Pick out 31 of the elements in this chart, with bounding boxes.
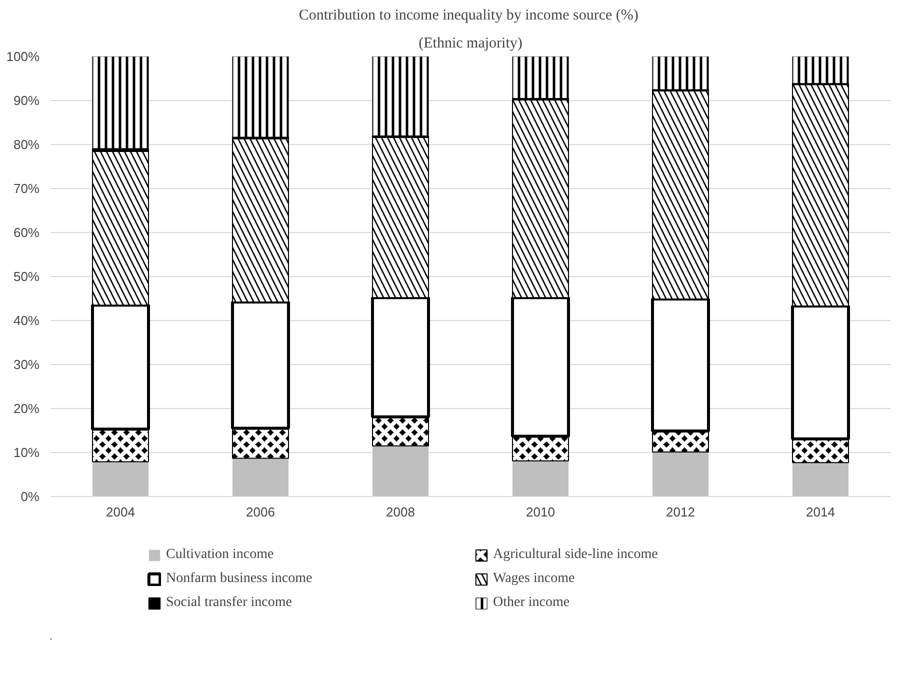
chart-subtitle: (Ethnic majority) — [418, 36, 522, 52]
y-tick-label: 80% — [13, 137, 40, 152]
x-tick-label: 2004 — [106, 504, 135, 520]
legend-label: Nonfarm business income — [166, 571, 314, 587]
bar — [512, 460, 568, 496]
y-tick-label: 90% — [13, 93, 40, 108]
bar — [92, 462, 148, 496]
legend-label: Cultivation income — [166, 547, 275, 563]
y-tick-label: 60% — [13, 225, 40, 240]
y-tick-label: 20% — [13, 401, 40, 416]
x-tick-label: 2010 — [526, 504, 555, 520]
legend-label: Agricultural side-line income — [493, 547, 659, 563]
legend-label: Social transfer income — [166, 595, 293, 611]
bar — [792, 462, 848, 496]
bar — [372, 446, 428, 496]
y-tick-label: 100% — [6, 49, 40, 64]
y-tick-label: 30% — [13, 357, 40, 372]
x-tick-label: 2008 — [386, 504, 415, 520]
y-tick-label: 10% — [13, 445, 40, 460]
y-tick-label: 50% — [13, 269, 40, 284]
x-tick-label: 2012 — [666, 504, 695, 520]
chart-title: Contribution to income inequality by income source (%) — [298, 8, 638, 24]
bar — [232, 458, 288, 496]
x-tick-label: 2014 — [806, 504, 835, 520]
x-tick-label: 2006 — [246, 504, 275, 520]
legend-label: Wages income — [493, 571, 576, 587]
bar — [652, 452, 708, 496]
y-tick-label: 70% — [13, 181, 40, 196]
y-tick-label: 40% — [13, 313, 40, 328]
y-tick-label: 0% — [20, 489, 40, 504]
legend-label: Other income — [493, 595, 571, 611]
